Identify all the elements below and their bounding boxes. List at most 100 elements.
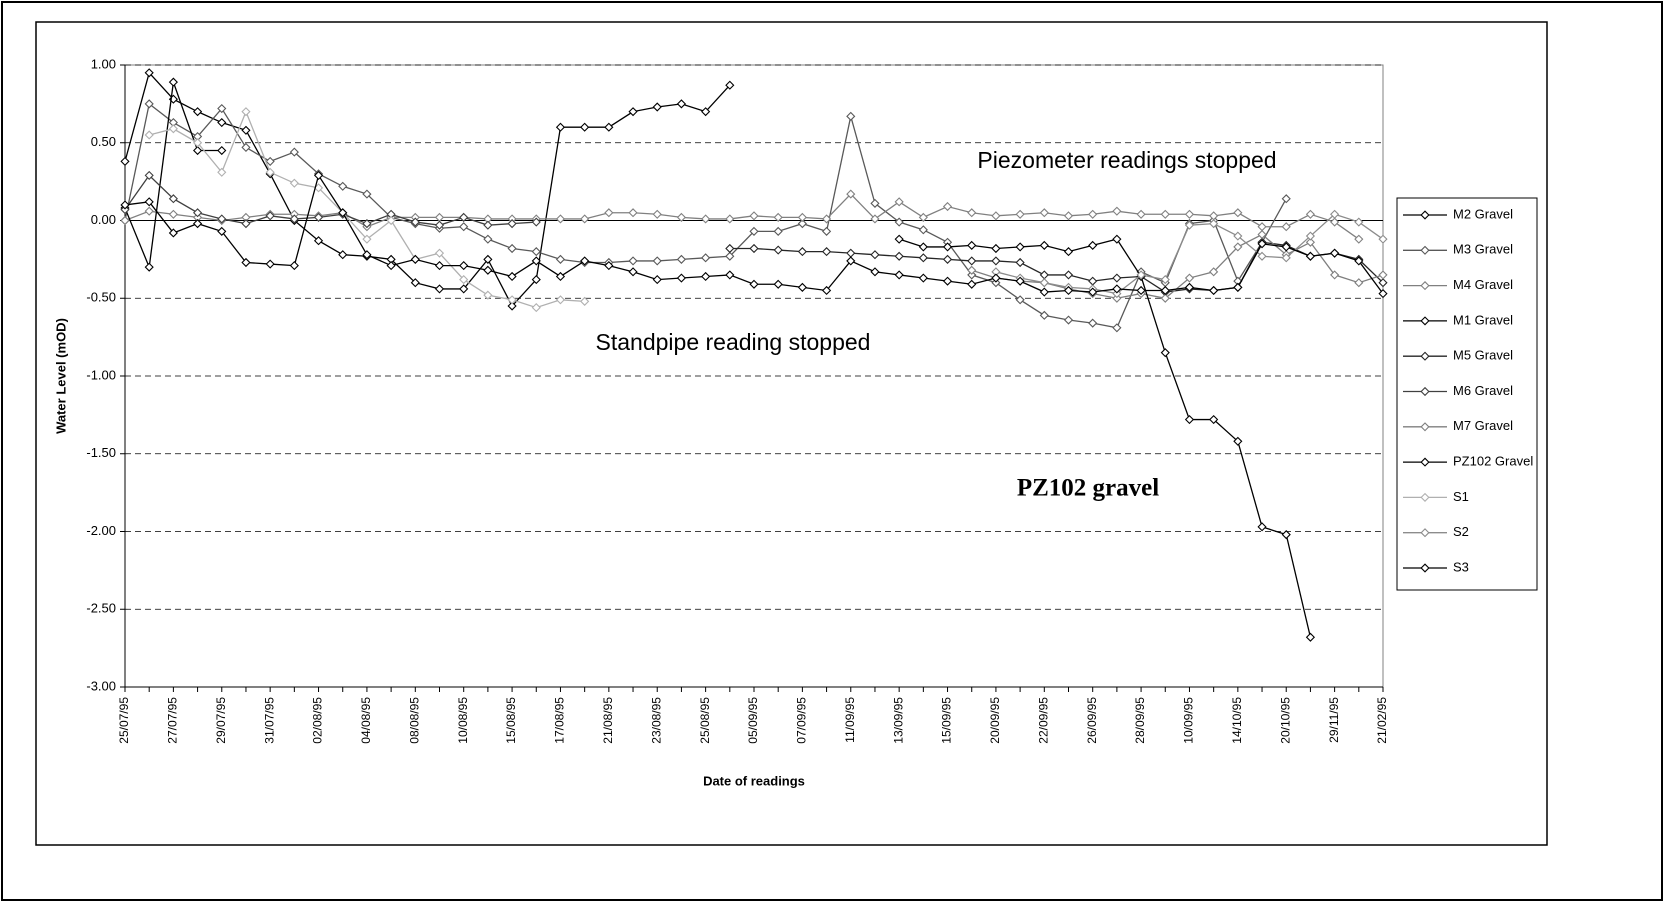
x-tick-label: 14/10/95 [1230,697,1244,744]
data-point [652,209,662,219]
data-point [144,130,154,140]
legend-label: S2 [1453,524,1469,539]
series-line [124,174,537,226]
data-point [894,270,904,280]
data-point [991,211,1001,221]
data-point [1015,257,1025,268]
data-point [531,303,541,313]
legend-marker [1420,492,1430,502]
x-tick-label: 29/07/95 [214,697,228,744]
legend-label: S3 [1453,559,1469,574]
data-point [604,261,614,271]
data-point [1160,348,1170,358]
legend-label: S1 [1453,489,1469,504]
data-point [1136,285,1146,296]
data-point [483,254,493,264]
data-point [555,271,566,282]
legend-label: M2 Gravel [1453,206,1513,221]
data-point [918,212,928,222]
data-point [701,253,711,263]
data-point [1088,240,1098,250]
data-point [821,226,832,236]
data-point [1088,209,1098,219]
data-point [773,226,783,236]
data-point [1184,282,1195,292]
data-point [1233,282,1243,292]
data-point [144,170,154,180]
x-tick-label: 17/08/95 [553,697,567,744]
data-point [1305,237,1315,247]
data-point [289,178,299,188]
data-point [1063,270,1074,280]
data-point [676,254,687,264]
data-point [144,262,154,272]
data-point [1281,253,1291,263]
data-point [410,278,420,288]
data-point [652,102,662,112]
data-point [362,234,372,244]
data-point [120,156,130,166]
data-point [918,242,928,252]
data-point [1039,208,1049,218]
data-point [991,243,1001,254]
data-point [773,212,783,222]
data-point [725,80,735,90]
data-point [1233,231,1243,241]
data-point [846,189,856,199]
data-point [1354,278,1364,288]
x-tick-label: 22/09/95 [1036,697,1050,744]
data-point [338,208,348,218]
data-point [289,147,299,157]
data-point [507,243,517,254]
data-point [410,217,420,227]
data-point [894,217,904,227]
data-point [168,77,178,87]
x-tick-label: 20/10/95 [1278,697,1292,744]
data-point [217,226,227,236]
data-point [1112,289,1122,299]
x-tick-label: 05/09/95 [746,697,760,744]
data-point [459,212,469,222]
legend-marker [1420,422,1430,432]
data-point [483,234,493,244]
legend-marker [1420,210,1430,220]
data-point [531,256,541,266]
x-tick-label: 04/08/95 [359,697,373,744]
data-point [144,99,154,109]
data-point [410,254,420,264]
data-point [580,214,590,224]
data-point [773,245,783,255]
data-point [362,250,372,260]
data-point [1160,209,1170,219]
legend-box [1396,197,1538,591]
data-point [894,197,904,207]
data-point [580,256,590,266]
data-point [725,243,735,254]
data-point [507,271,517,282]
data-point [1039,278,1049,288]
data-point [797,247,807,257]
y-tick-label: 1.00 [91,56,116,71]
data-point [1063,211,1074,221]
data-point [967,265,977,275]
data-point [555,254,566,264]
data-point [1281,242,1291,252]
data-point [507,295,517,305]
data-point [797,212,807,222]
data-point [1160,285,1170,296]
data-point [797,282,807,292]
data-point [338,181,348,191]
data-point [1063,247,1074,257]
legend-marker [1420,563,1430,573]
data-point [1257,229,1267,240]
data-point [1305,251,1315,261]
data-point [265,167,275,177]
data-point [870,198,880,208]
y-tick-label: -1.50 [86,445,116,460]
data-point [652,256,662,266]
data-point [918,225,928,235]
data-point [192,145,203,156]
legend-marker [1420,457,1430,467]
y-tick-label: 0.50 [91,134,116,149]
data-point [241,257,251,268]
